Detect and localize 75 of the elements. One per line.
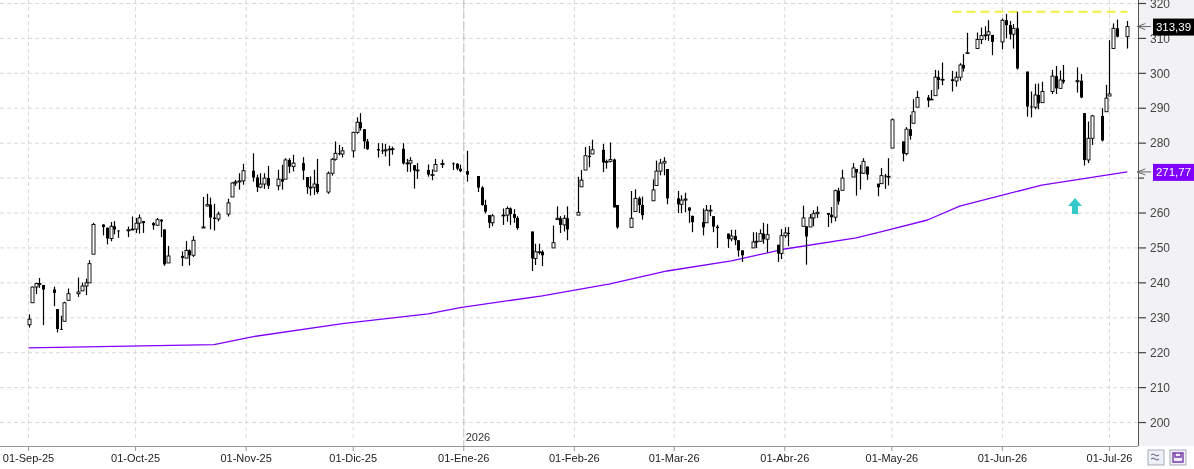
candlestick bbox=[1062, 64, 1065, 85]
y-tick-label: 220 bbox=[1150, 345, 1171, 360]
candlestick bbox=[1000, 17, 1005, 50]
candlestick bbox=[509, 206, 512, 226]
candlestick bbox=[306, 176, 309, 195]
y-tick-label: 210 bbox=[1150, 380, 1171, 395]
x-tick-label: 01-Sep-25 bbox=[2, 452, 55, 464]
y-tick-label: 280 bbox=[1150, 136, 1171, 151]
candlestick bbox=[551, 224, 556, 249]
candlestick bbox=[377, 142, 380, 159]
candlestick bbox=[855, 168, 858, 197]
candlestick bbox=[1075, 66, 1080, 94]
candlestick bbox=[683, 192, 688, 213]
candlestick bbox=[1026, 70, 1029, 118]
candlestick bbox=[765, 223, 770, 254]
x-tick-label: 01-Ene-26 bbox=[438, 452, 490, 464]
candlestick bbox=[201, 196, 206, 229]
candlestick bbox=[641, 196, 644, 221]
y-tick-label: 230 bbox=[1150, 310, 1171, 325]
candlestick bbox=[629, 190, 634, 229]
y-tick-label: 250 bbox=[1150, 241, 1171, 256]
candlestick bbox=[691, 215, 694, 233]
candlestick bbox=[466, 150, 469, 183]
y-tick-label: 300 bbox=[1150, 66, 1171, 81]
y-tick-label: 320 bbox=[1150, 0, 1171, 11]
ref-line-label: 2026 bbox=[465, 431, 491, 443]
x-tick-label: 01-Mar-26 bbox=[648, 452, 700, 464]
candlestick bbox=[602, 143, 605, 173]
candlestick bbox=[53, 286, 56, 307]
candlestick bbox=[712, 215, 715, 233]
y-tick-label: 200 bbox=[1150, 415, 1171, 430]
candlestick bbox=[940, 61, 945, 86]
candlestick bbox=[741, 249, 744, 263]
candlestick bbox=[452, 161, 455, 171]
x-tick-label: 01-Nov-25 bbox=[220, 452, 272, 464]
y-tick-label: 260 bbox=[1150, 206, 1171, 221]
candlestick bbox=[256, 174, 259, 193]
candlestick bbox=[276, 169, 281, 191]
candlestick bbox=[252, 152, 255, 183]
candlestick bbox=[109, 221, 114, 242]
candlestick bbox=[363, 128, 366, 150]
candlestick bbox=[209, 197, 212, 231]
annotation: 271,77 bbox=[1155, 165, 1192, 178]
x-tick-label: 01-Oct-25 bbox=[111, 452, 161, 464]
candlestick bbox=[566, 205, 569, 241]
candlestick bbox=[477, 175, 480, 193]
candlestick bbox=[241, 163, 246, 186]
candlestick bbox=[927, 94, 930, 108]
x-tick-label: 01-Jul-26 bbox=[1086, 452, 1133, 464]
candlestick bbox=[76, 277, 81, 298]
candlestick bbox=[787, 226, 790, 247]
x-tick-label: 01-Jun-26 bbox=[977, 452, 1028, 464]
x-tick-label: 01-Feb-26 bbox=[548, 452, 600, 464]
candlestick bbox=[688, 206, 691, 224]
candlestick bbox=[117, 229, 120, 239]
candlestick bbox=[654, 160, 659, 187]
y-tick-label: 240 bbox=[1150, 276, 1171, 291]
x-tick-label: 01-Abr-26 bbox=[760, 452, 810, 464]
candlestick bbox=[113, 220, 116, 235]
candlestick bbox=[1125, 20, 1130, 50]
candlestick bbox=[965, 32, 970, 55]
candlestick bbox=[359, 112, 362, 132]
candlestick bbox=[302, 156, 305, 181]
y-tick-label: 290 bbox=[1150, 101, 1171, 116]
candlestick bbox=[56, 308, 59, 334]
candlestick bbox=[1050, 69, 1055, 95]
x-tick-label: 01-May-26 bbox=[865, 452, 919, 464]
x-tick-label: 01-Dic-25 bbox=[329, 452, 378, 464]
candlestick bbox=[576, 176, 581, 216]
candlestick bbox=[559, 215, 562, 234]
candlestick bbox=[456, 162, 459, 172]
line-series bbox=[27, 171, 1128, 349]
candlestick bbox=[933, 69, 938, 97]
annotation: 313,39 bbox=[1155, 20, 1192, 33]
candlestick bbox=[316, 158, 319, 195]
